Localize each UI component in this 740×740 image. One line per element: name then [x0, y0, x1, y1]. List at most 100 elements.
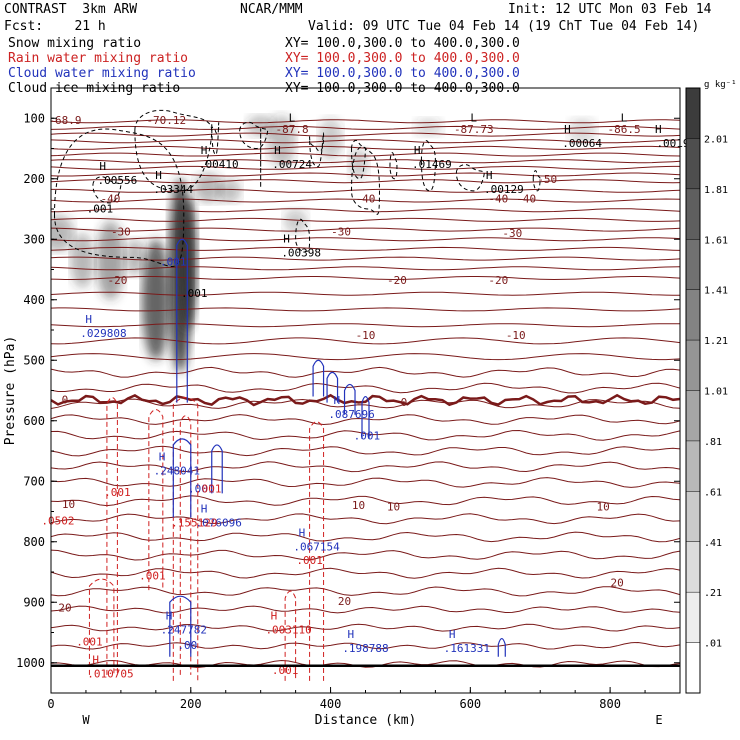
temperature-contours [51, 119, 680, 669]
cloud-water-field-xy: XY= 100.0,300.0 to 400.0,300.0 [285, 66, 520, 81]
temperature-label: 0 [401, 396, 408, 409]
field-value-label: .001 [104, 486, 131, 499]
isotherm [51, 641, 680, 650]
cloud-water-contour [211, 444, 223, 494]
field-value-label: .001 [139, 570, 166, 583]
field-value-label: .00064 [562, 137, 602, 150]
temperature-label: -30 [331, 225, 351, 238]
temperature-label: 20 [58, 602, 71, 615]
snow-plume [568, 118, 597, 143]
ice-contour [389, 152, 398, 180]
temperature-label: 10 [387, 501, 400, 514]
colorbar-swatch [686, 541, 700, 593]
isotherm [51, 623, 680, 632]
ice-contour [53, 128, 185, 267]
isotherm [51, 366, 680, 378]
snow-plume [141, 239, 170, 361]
colorbar-swatch [686, 642, 700, 694]
high-marker: H [334, 394, 341, 407]
temperature-label: -86.5 [608, 123, 641, 136]
cloud-water-contour [497, 637, 506, 657]
west-label: W [82, 713, 90, 727]
high-marker: H [166, 609, 173, 622]
isotherm [51, 531, 680, 543]
y-tick-label: 900 [23, 595, 45, 609]
high-marker: H [299, 527, 306, 540]
isotherm [51, 246, 680, 251]
cloud-water-contour [312, 359, 325, 397]
ice-contour [532, 170, 541, 192]
isotherm [51, 414, 680, 426]
temperature-label: 0 [62, 394, 69, 407]
isotherm [51, 307, 680, 312]
isotherm [51, 237, 680, 242]
isotherm [51, 217, 680, 222]
colorbar-swatch [686, 592, 700, 644]
y-tick-label: 500 [23, 353, 45, 367]
snow-plume [96, 221, 125, 300]
x-tick-label: 0 [47, 697, 54, 711]
isotherm [51, 337, 680, 345]
field-value-label: .001 [296, 554, 323, 567]
isotherm [51, 125, 680, 130]
high-marker: H [655, 123, 662, 136]
temperature-label: 20 [338, 595, 351, 608]
isotherm [51, 605, 680, 614]
snow-field-xy: XY= 100.0,300.0 to 400.0,300.0 [285, 36, 520, 51]
field-value-label: .248041 [154, 464, 200, 477]
temperature-label: -87.73 [454, 123, 494, 136]
colorbar-swatch [686, 491, 700, 543]
isotherm [51, 495, 680, 507]
isotherm [51, 445, 680, 457]
isotherm [51, 586, 680, 597]
isotherm [51, 119, 680, 124]
colorbar-label: .61 [704, 487, 722, 498]
temperature-label: -40 [488, 193, 508, 206]
x-tick-label: 200 [180, 697, 202, 711]
isotherm [51, 513, 680, 525]
cloud-water-contour [326, 371, 339, 403]
high-marker: H [274, 144, 281, 157]
cloud-water-contour [361, 395, 370, 439]
temperature-label: -20 [107, 274, 127, 287]
x-tick-label: 800 [599, 697, 621, 711]
temperature-label: -87.8 [276, 123, 309, 136]
high-marker: H [348, 628, 355, 641]
high-marker: H [414, 144, 421, 157]
org-label: NCAR/MMM [240, 2, 303, 17]
temperature-label: 10 [352, 499, 365, 512]
temperature-label: -20 [488, 274, 508, 287]
rain-field-label: Rain water mixing ratio [8, 51, 189, 66]
colorbar-swatch [686, 188, 700, 240]
y-tick-label: 300 [23, 232, 45, 246]
ice-contour [211, 122, 220, 156]
y-tick-label: 800 [23, 535, 45, 549]
field-value-label: .198788 [342, 642, 388, 655]
snow-plume [246, 115, 275, 137]
colorbar-label: 1.01 [704, 387, 728, 398]
low-marker: L [289, 111, 296, 124]
rain-field-xy: XY= 100.0,300.0 to 400.0,300.0 [285, 51, 520, 66]
field-value-label: .03344 [153, 183, 193, 196]
colorbar-label: .21 [704, 588, 722, 599]
east-label: E [655, 713, 662, 727]
isotherm [51, 461, 680, 473]
temperature-label: -40 [356, 193, 376, 206]
field-value-label: .003110 [265, 623, 311, 636]
isotherm [51, 276, 680, 281]
field-value-label: .0502 [41, 515, 74, 528]
isotherm [51, 659, 680, 669]
temperature-label: -20 [387, 274, 407, 287]
isotherm [51, 198, 680, 203]
temperature-label: -70.12 [146, 114, 186, 127]
isotherm [51, 266, 680, 271]
forecast-hour: Fcst: 21 h [4, 19, 106, 34]
ice-contour [295, 218, 311, 252]
snow-plume [217, 178, 242, 203]
temperature-label: -68.9 [48, 114, 81, 127]
cloud-water-contours [169, 238, 506, 657]
high-marker: H [486, 169, 493, 182]
field-value-label: .247782 [161, 623, 207, 636]
field-value-label: .161331 [444, 642, 490, 655]
cloud-water-contour [169, 595, 192, 657]
